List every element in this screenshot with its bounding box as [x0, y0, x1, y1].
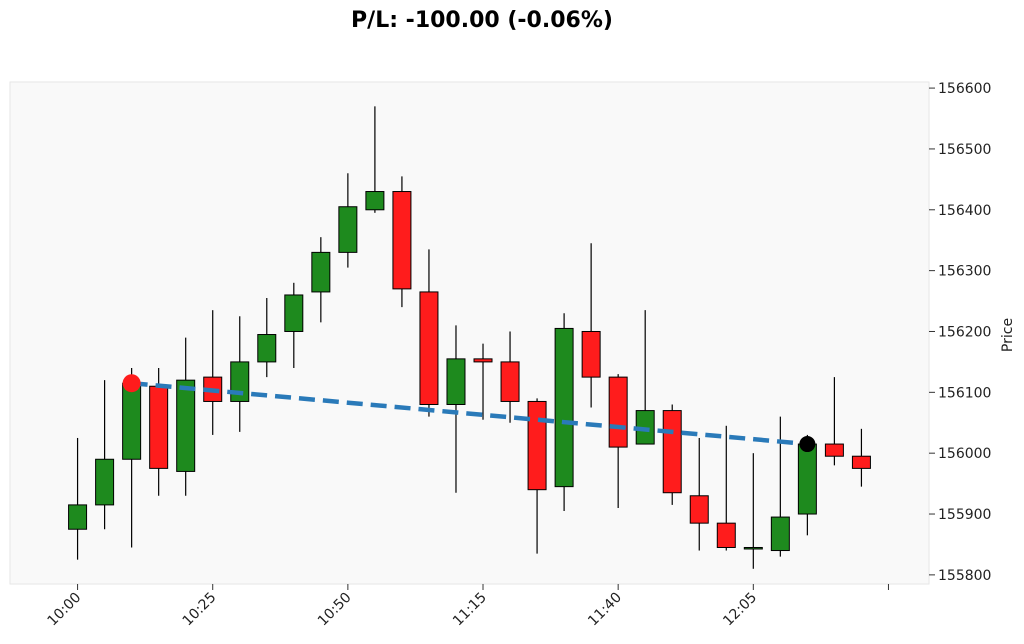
x-tick-label: 11:15 [450, 590, 490, 630]
candle-body [581, 330, 601, 378]
chart-title: P/L: -100.00 (-0.06%) [351, 8, 613, 33]
x-axis: 10:00 10:25 10:50 11:15 11:40 12:05 [45, 584, 889, 629]
candle-body [311, 251, 331, 293]
entry-marker [122, 374, 141, 393]
candle-body [365, 191, 385, 211]
x-tick-label: 10:25 [180, 590, 220, 630]
candle-body [554, 327, 574, 488]
candle-body [230, 361, 250, 402]
candle-body [716, 522, 736, 548]
candles-layer [68, 106, 871, 569]
candle-body [797, 443, 817, 515]
candle-body [392, 191, 412, 290]
y-tick-label: 155800 [938, 568, 991, 584]
candle-body [176, 379, 196, 472]
y-tick-label: 156600 [938, 81, 991, 97]
y-axis: 155800 155900 156000 156100 156200 156300 1564… [928, 81, 991, 584]
y-tick-label: 156400 [938, 203, 991, 219]
y-tick-label: 156000 [938, 446, 991, 462]
y-tick-label: 156300 [938, 264, 991, 280]
candle-body [95, 458, 115, 506]
candle-body [608, 376, 628, 448]
candle-body [527, 400, 547, 491]
candle-body [500, 361, 520, 402]
x-tick-label: 10:50 [315, 590, 355, 630]
candle-body [689, 495, 709, 524]
plot-area [9, 81, 930, 585]
y-tick-label: 156100 [938, 385, 991, 401]
candle-body [419, 291, 439, 405]
x-tick-label: 12:05 [720, 590, 760, 630]
candle-body [662, 410, 682, 494]
candle-body [122, 382, 142, 460]
candle-body [257, 334, 277, 363]
x-tick-label: 10:00 [45, 590, 85, 630]
y-axis-label: Price [1000, 318, 1016, 352]
candle-body [473, 358, 493, 363]
y-tick-label: 155900 [938, 507, 991, 523]
exit-marker [799, 436, 816, 453]
candle-body [824, 443, 844, 457]
y-tick-label: 156200 [938, 324, 991, 340]
candle-body [743, 546, 763, 550]
candle-body [770, 516, 790, 552]
candle-body [851, 455, 871, 469]
x-tick-label: 11:40 [585, 590, 625, 630]
candle-body [446, 358, 466, 405]
candle-body [284, 294, 304, 332]
y-tick-label: 156500 [938, 142, 991, 158]
trade-line [131, 380, 808, 447]
candle-body [149, 385, 169, 469]
candle-body [68, 504, 88, 530]
candle-body [338, 206, 358, 253]
trade-layer [122, 374, 816, 453]
